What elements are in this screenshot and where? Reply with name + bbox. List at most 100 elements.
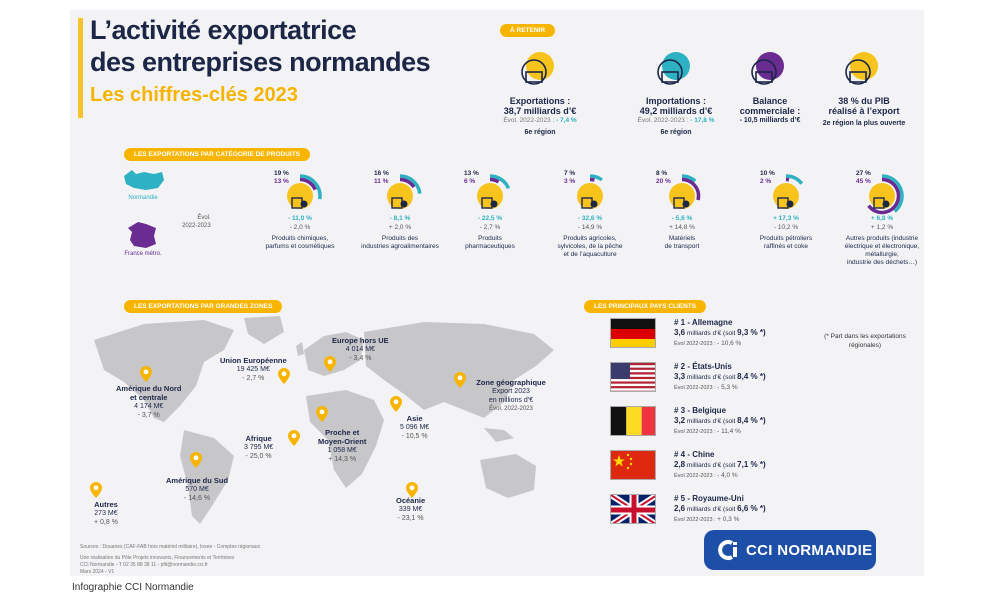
zone-4: Afrique 3 795 M€ - 25,0 % <box>244 434 273 461</box>
client-evol-label: Évol 2022-2023 : <box>674 385 718 391</box>
key-figure-evol: Évol. 2022-2023 : - 7,4 % <box>494 116 586 125</box>
normandie-map-icon <box>124 170 164 190</box>
zone-pin-icon[interactable] <box>90 482 102 498</box>
category-disc <box>773 183 799 209</box>
zone-9: Autres 273 M€ + 0,8 % <box>94 500 118 527</box>
clients-note: (* Part dans les exportations régionales… <box>824 333 906 349</box>
uk-flag-icon <box>611 495 655 523</box>
share-label-france: 13 % <box>274 178 289 185</box>
category-name-line: industrie des déchets…) <box>846 259 918 266</box>
client-share: 8,4 % <box>737 416 758 425</box>
belgium-flag <box>610 406 656 436</box>
zone-value: 4 014 M€ <box>345 346 375 353</box>
zone-legend-line2: Export 2023 <box>492 388 530 395</box>
zone-pin-icon[interactable] <box>324 356 336 372</box>
client-rank-name: # 4 - Chine <box>674 450 715 459</box>
client-rank-name: # 5 - Royaume-Uni <box>674 494 744 503</box>
page-subtitle: Les chiffres-clés 2023 <box>90 84 298 106</box>
zone-evol: - 25,0 % <box>245 453 272 460</box>
zone-pin-icon[interactable] <box>288 430 300 446</box>
evol-normandie: - 8,1 % <box>389 215 411 222</box>
page-title-line2: des entreprises normandes <box>90 47 431 77</box>
client-value-number: 3,6 <box>674 328 686 337</box>
category-disc <box>869 183 895 209</box>
share-label-normandie: 7 % <box>564 170 576 177</box>
key-figure-4: 38 % du PIB réalisé à l’export 2e région l… <box>818 96 910 129</box>
category-mark-7 <box>867 174 904 215</box>
category-name-line: Produits chimiques, <box>271 235 329 242</box>
key-figure-evol-value: - 17,8 % <box>690 117 715 124</box>
client-share-tail: *) <box>757 504 766 513</box>
cci-normandie-logo[interactable]: CCI NORMANDIE <box>704 530 876 570</box>
key-figure-rank: 6e région <box>524 129 556 136</box>
zone-pin-icon[interactable] <box>140 366 152 382</box>
scale-icon <box>751 52 784 85</box>
belgium-flag-icon <box>611 407 655 435</box>
france-share-arc <box>489 177 500 184</box>
client-evol-value: - 10,6 % <box>717 340 742 347</box>
share-label-france: 2 % <box>760 178 772 185</box>
zone-value: 3 795 M€ <box>244 444 274 451</box>
zone-pin-icon[interactable] <box>316 406 328 422</box>
category-mark-6 <box>773 174 804 209</box>
zones-header-pill: Les exportations par grandes zones <box>124 300 283 313</box>
germany-flag <box>610 318 656 348</box>
key-figure-evol-label: Évol. 2022-2023 : <box>637 117 691 124</box>
normandie-share-arc <box>589 174 603 182</box>
globe-euro-icon <box>845 52 878 85</box>
category-name-line: Produits <box>478 235 502 242</box>
client-evol-label: Évol 2022-2023 : <box>674 429 718 435</box>
evol-france: - 14,9 % <box>577 224 603 231</box>
category-name-line: Produits agricoles, <box>563 235 617 242</box>
category-name: Produits pharmaceutiques <box>440 235 540 251</box>
zone-pin-icon[interactable] <box>390 396 402 412</box>
share-label-normandie: 13 % <box>464 170 479 177</box>
client-value-number: 2,8 <box>674 460 686 469</box>
page-title-line1: L’activité exportatrice <box>90 15 357 45</box>
zone-pin-icon[interactable] <box>190 452 202 468</box>
client-value-unit: milliards d’€ (soit <box>685 418 738 425</box>
zone-name: Amérique du Sud <box>166 476 229 485</box>
client-row: # 5 - Royaume-Uni 2,6 milliards d’€ (soit… <box>610 494 910 530</box>
normandie-share-arc <box>681 174 697 183</box>
key-figure-value: 49,2 milliards d’€ <box>639 106 713 116</box>
category-name-line: industries agroalimentaires <box>361 243 439 250</box>
evol-france: - 10,2 % <box>773 224 799 231</box>
pills-icon <box>481 197 498 209</box>
zone-evol: - 14,6 % <box>184 495 211 502</box>
client-evol-label: Évol 2022-2023 : <box>674 517 718 523</box>
category-name: Produits chimiques, parfums et cosmétique… <box>250 235 350 251</box>
category-name-line: Produits pétroliers <box>759 235 813 242</box>
category-name-line: métallurgie, <box>865 251 899 258</box>
category-disc <box>287 183 313 209</box>
client-share: 9,3 % <box>737 328 758 337</box>
key-figure-rank: 6e région <box>660 129 692 136</box>
category-name-line: Matériels <box>668 235 696 242</box>
category-name: Matériels de transport <box>632 235 732 251</box>
evol-label-line2: 2022-2023 <box>182 223 211 229</box>
category-mark-1 <box>287 174 322 209</box>
zone-name: Proche et <box>325 428 360 437</box>
category-disc <box>577 183 603 209</box>
key-figure-evol: Évol. 2022-2023 : - 17,8 % <box>630 116 722 125</box>
zone-pin-icon[interactable] <box>406 482 418 498</box>
zone-name: Europe hors UE <box>332 336 389 345</box>
evol-label-line1: Évol. <box>197 215 211 221</box>
zone-pin-icon[interactable] <box>278 368 290 384</box>
germany-flag-icon <box>611 319 655 347</box>
category-2: - 8,1 % + 2,0 % Produits des industries agr… <box>350 214 450 251</box>
key-figure-rank: 2e région la plus ouverte <box>822 120 906 127</box>
evol-normandie: + 6,8 % <box>870 215 894 222</box>
key-figure-value: réalisé à l’export <box>828 106 900 116</box>
sources-line1: Sources : Douanes (CAF-FAB hors matériel… <box>80 544 261 550</box>
client-text: # 4 - Chine 2,8 milliards d’€ (soit 7,1 %… <box>674 450 766 481</box>
client-value-number: 2,6 <box>674 504 686 513</box>
evol-france: - 2,0 % <box>289 224 311 231</box>
categories-header-pill: Les exportations par catégorie de produi… <box>124 148 311 161</box>
client-evol: Évol 2022-2023 : - 10,6 % <box>674 339 766 349</box>
client-evol: Évol 2022-2023 : - 11,4 % <box>674 427 766 437</box>
category-name: Produits des industries agroalimentaires <box>350 235 450 251</box>
sources-line4: Mars 2024 - V1 <box>80 569 115 575</box>
oil-barrel-icon <box>777 197 794 209</box>
car-icon <box>673 197 690 209</box>
